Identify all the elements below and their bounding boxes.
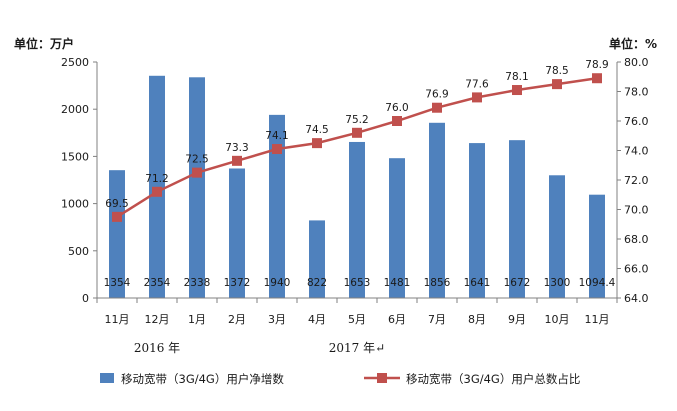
x-tick-label-1: 12月 [145, 313, 170, 326]
bar-11 [549, 175, 565, 298]
axes: 0 500 1000 1500 2000 2500 64.0 66.0 68.0 70.0 72.0… [61, 56, 649, 305]
x-tick-label-11: 10月 [545, 313, 570, 326]
bar-label-8: 1856 [424, 277, 451, 289]
left-axis-tick-label: 2000 [61, 103, 89, 116]
left-axis-tick-label: 1500 [61, 150, 89, 163]
bar-8 [429, 122, 445, 298]
bar-label-6: 1653 [344, 277, 371, 289]
bar-label-4: 1940 [264, 277, 291, 289]
line-data-labels: 69.5 71.2 72.5 73.3 74.1 74.5 75.2 76.0 76.9 77.6… [105, 59, 608, 210]
line-marker-6 [352, 127, 362, 138]
right-axis-tick-label: 70.0 [624, 204, 649, 217]
line-label-11: 78.5 [545, 65, 568, 77]
right-axis-tick-label: 78.0 [624, 86, 649, 99]
right-axis-tick-label: 72.0 [624, 174, 649, 187]
line-label-5: 74.5 [305, 124, 328, 136]
bar-label-7: 1481 [384, 277, 411, 289]
bar-label-11: 1300 [544, 277, 571, 289]
bar-7 [389, 158, 405, 298]
bar-label-5: 822 [307, 277, 327, 289]
legend-bar-label: 移动宽带（3G/4G）用户净增数 [121, 372, 284, 386]
right-axis-tick-label: 76.0 [624, 115, 649, 128]
x-tick-label-7: 6月 [388, 313, 406, 326]
legend-line-label: 移动宽带（3G/4G）用户总数占比 [406, 372, 580, 386]
bar-label-10: 1672 [504, 277, 531, 289]
x-tick-label-4: 3月 [268, 313, 286, 326]
line-marker-1 [152, 186, 162, 197]
bar-label-12: 1094.4 [579, 277, 616, 289]
bar-2 [189, 77, 205, 298]
line-marker-4 [272, 144, 282, 155]
line-label-4: 74.1 [265, 130, 288, 142]
bar-label-3: 1372 [224, 277, 251, 289]
left-unit-label: 单位：万户 [14, 36, 74, 51]
legend-bar-swatch [100, 373, 114, 383]
legend: 移动宽带（3G/4G）用户净增数 移动宽带（3G/4G）用户总数占比 [100, 372, 580, 386]
x-tick-label-8: 7月 [428, 313, 446, 326]
bar-4 [269, 114, 285, 298]
line-series [112, 73, 602, 222]
right-unit-label: 单位：% [609, 36, 657, 51]
line-marker-11 [552, 79, 562, 90]
bar-data-labels: 1354 2354 2338 1372 1940 822 1653 1481 1856 1641 1… [104, 277, 616, 289]
bar-10 [509, 140, 525, 298]
line-label-3: 73.3 [225, 142, 248, 154]
x-tick-label-10: 9月 [508, 313, 526, 326]
right-axis-tick-label: 66.0 [624, 263, 649, 276]
left-axis-tick-label: 2500 [61, 56, 89, 69]
x-tick-label-6: 5月 [348, 313, 366, 326]
line-marker-3 [232, 155, 242, 166]
right-axis-tick-label: 64.0 [624, 292, 649, 305]
bar-3 [229, 168, 245, 298]
year-label-0: 2016 年 [134, 341, 180, 355]
right-axis-tick-label: 68.0 [624, 233, 649, 246]
line-marker-0 [112, 211, 122, 222]
x-tick-label-3: 2月 [228, 313, 246, 326]
x-tick-label-5: 4月 [308, 313, 326, 326]
line-marker-2 [192, 167, 202, 178]
bar-5 [309, 220, 325, 298]
line-marker-9 [472, 92, 482, 103]
bar-12 [589, 194, 605, 298]
line-label-10: 78.1 [505, 71, 528, 83]
line-marker-5 [312, 138, 322, 149]
line-marker-7 [392, 116, 402, 126]
line-marker-10 [512, 85, 522, 96]
line-label-0: 69.5 [105, 198, 128, 210]
line-label-6: 75.2 [345, 114, 368, 126]
right-axis-tick-label: 80.0 [624, 56, 649, 69]
left-axis-tick-label: 0 [82, 292, 89, 305]
x-tick-label-2: 1月 [188, 313, 206, 326]
line-label-7: 76.0 [385, 102, 408, 114]
year-label-1: 2017 年↵ [329, 341, 385, 355]
left-axis-tick-label: 1000 [61, 198, 89, 211]
line-label-2: 72.5 [185, 154, 208, 166]
x-tick-label-9: 8月 [468, 313, 486, 326]
bar-9 [469, 143, 485, 298]
bar-label-1: 2354 [144, 277, 171, 289]
right-axis-tick-label: 74.0 [624, 145, 649, 158]
x-tick-label-12: 11月 [585, 313, 610, 326]
line-marker-8 [432, 102, 442, 113]
x-tick-labels: 11月 12月 1月 2月 3月 4月 5月 6月 7月 8月 9月 10月 11月 [105, 313, 610, 326]
bar-6 [349, 141, 365, 298]
line-label-1: 71.2 [145, 173, 168, 185]
left-axis-tick-label: 500 [68, 245, 89, 258]
bar-label-9: 1641 [464, 277, 491, 289]
bar-series [109, 75, 605, 298]
line-label-12: 78.9 [585, 59, 608, 71]
line-label-9: 77.6 [465, 78, 489, 90]
year-labels: 2016 年 2017 年↵ [134, 341, 385, 355]
bar-0 [109, 170, 125, 298]
bar-label-2: 2338 [184, 277, 211, 289]
x-tick-label-0: 11月 [105, 313, 130, 326]
line-label-8: 76.9 [425, 89, 448, 101]
line-marker-12 [592, 73, 602, 84]
legend-line-marker [377, 373, 387, 383]
bar-label-0: 1354 [104, 277, 131, 289]
